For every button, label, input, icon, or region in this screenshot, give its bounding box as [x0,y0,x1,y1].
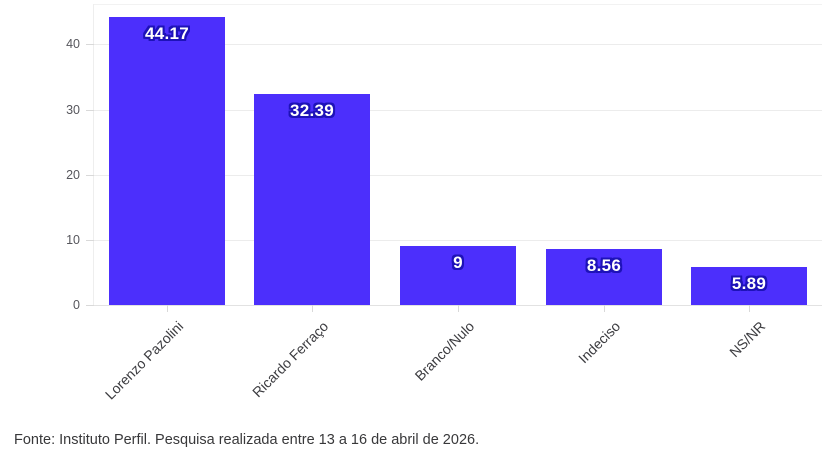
bar-value-label: 8.56 [586,256,622,275]
plot-top-border [94,4,822,5]
x-axis-label: Indeciso [575,318,624,367]
y-tick-0 [86,305,94,306]
gridline-30 [94,110,822,111]
bar-value-label: 44.17 [144,24,190,43]
bar-Branco/Nulo [400,246,516,305]
y-axis-line [93,4,94,305]
y-tick-10 [86,240,94,241]
x-tick-0 [167,305,168,312]
y-tick-30 [86,110,94,111]
bar-value-label: 32.39 [289,101,335,120]
y-axis-tick-label: 0 [73,298,80,312]
bar-Ricardo Ferraço [254,94,370,305]
x-tick-2 [458,305,459,312]
x-tick-4 [749,305,750,312]
gridline-40 [94,44,822,45]
gridline-20 [94,175,822,176]
bar-value-label: 5.89 [731,274,767,293]
y-axis-tick-label: 20 [66,168,80,182]
bar-NS/NR [691,267,807,305]
x-tick-1 [312,305,313,312]
gridline-10 [94,240,822,241]
bar-Indeciso [546,249,662,305]
y-tick-40 [86,44,94,45]
x-axis-label: NS/NR [726,318,769,361]
bar-value-label: 9 [453,253,463,272]
y-axis-tick-label: 30 [66,103,80,117]
y-axis-tick-label: 10 [66,233,80,247]
bar-Lorenzo Pazolini [109,17,225,305]
y-axis-tick-label: 40 [66,37,80,51]
y-tick-20 [86,175,94,176]
source-note: Fonte: Instituto Perfil. Pesquisa realiz… [14,432,480,448]
x-tick-3 [604,305,605,312]
